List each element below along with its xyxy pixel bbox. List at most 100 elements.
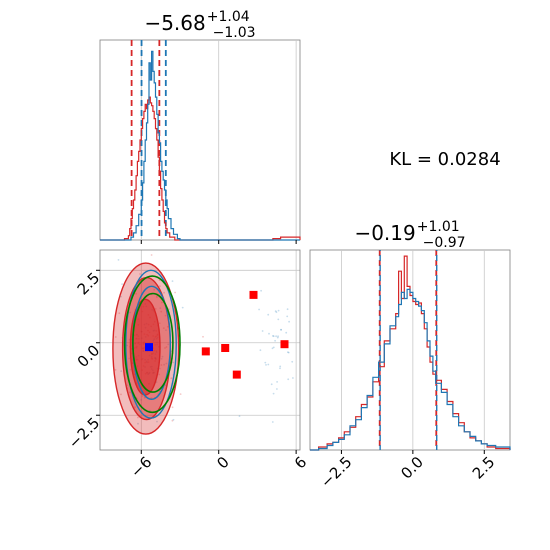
joint-sample-point <box>171 280 174 282</box>
joint-sample-point <box>270 383 273 386</box>
joint-sample-point <box>171 419 174 422</box>
joint-y-tick-label-0: −2.5 <box>65 414 103 452</box>
joint-square-marker-3 <box>249 290 258 299</box>
param2-quantile-lines <box>378 250 438 450</box>
joint-sample-point <box>171 406 174 409</box>
joint-sample-point <box>280 329 282 331</box>
joint-sample-point <box>153 288 156 291</box>
joint-sample-point <box>271 421 274 423</box>
joint-sample-point <box>163 291 166 294</box>
joint-sample-point <box>161 355 164 358</box>
joint-y-tick-label-1: 0.0 <box>74 341 104 371</box>
joint-sample-point <box>156 420 158 423</box>
joint-sample-point <box>179 393 182 395</box>
joint-sample-point <box>277 309 280 312</box>
joint-frame <box>99 249 301 451</box>
joint-sample-point <box>129 311 132 314</box>
joint-sample-point <box>164 314 167 317</box>
joint-sample-point <box>265 364 267 366</box>
param1-title-median: −5.68 <box>144 11 205 35</box>
joint-sample-point <box>160 364 163 366</box>
joint-sample-point <box>272 335 275 338</box>
joint-sample-point <box>276 336 279 339</box>
joint-sample-point <box>279 365 282 368</box>
joint-square-marker-2 <box>232 370 241 379</box>
joint-sample-point <box>120 370 123 372</box>
param2-frame <box>309 249 511 451</box>
joint-sample-point <box>160 301 163 304</box>
joint-sample-point <box>286 315 289 318</box>
joint-sample-point <box>159 285 161 288</box>
param2-histogram-blue <box>310 288 511 451</box>
joint-sample-point <box>120 393 122 396</box>
joint-sample-point <box>160 310 163 313</box>
joint-square-marker-0 <box>201 347 210 356</box>
joint-sample-point <box>139 247 141 249</box>
param1-histogram-panel: −5.68+1.04 −1.03 <box>99 9 301 244</box>
joint-sample-point <box>128 357 131 360</box>
joint-sample-point <box>162 327 165 329</box>
joint-sample-point <box>277 318 280 321</box>
joint-red-squares <box>201 290 289 379</box>
joint-sample-point <box>287 351 289 354</box>
param1-histogram-blue <box>100 50 300 241</box>
joint-green-contour-0 <box>132 292 174 393</box>
joint-sample-point <box>156 296 158 299</box>
joint-sample-point <box>285 331 288 334</box>
joint-green-contour-1 <box>123 275 181 414</box>
joint-sample-point <box>108 454 110 456</box>
joint-sample-point <box>129 368 132 371</box>
joint-sample-point <box>258 308 260 311</box>
joint-sample-point <box>275 311 278 314</box>
joint-sample-point <box>150 397 153 399</box>
joint-sample-point <box>238 415 241 417</box>
param2-tick-label-2: 2.5 <box>469 453 499 483</box>
joint-sample-point <box>158 322 161 325</box>
param2-title-minus: −0.97 <box>423 235 466 251</box>
param1-title: −5.68+1.04 −1.03 <box>144 9 255 41</box>
joint-sample-point <box>141 395 144 397</box>
param2-x-ticks: −2.5 0.0 2.5 <box>317 450 498 491</box>
joint-sample-point <box>160 357 163 360</box>
joint-sample-point <box>118 312 121 315</box>
joint-sample-point <box>158 279 161 281</box>
param2-gridlines <box>341 250 485 450</box>
joint-sample-point <box>292 377 294 379</box>
param1-histogram-red <box>100 96 301 241</box>
joint-sample-point <box>114 336 117 338</box>
joint-sample-point <box>268 332 270 335</box>
param2-tick-label-0: −2.5 <box>317 453 355 491</box>
joint-sample-point <box>117 259 120 261</box>
joint-sample-point <box>135 292 138 295</box>
joint-sample-point <box>276 381 278 383</box>
joint-x-tick-label-1: 0 <box>213 453 232 472</box>
joint-sample-point <box>274 339 276 342</box>
joint-sample-point <box>287 351 290 354</box>
joint-sample-point <box>276 388 278 390</box>
joint-sample-point <box>158 367 161 370</box>
joint-sample-point <box>259 349 262 352</box>
joint-truth-marker <box>145 343 153 352</box>
joint-truth-square <box>145 343 153 352</box>
joint-green-contours <box>123 275 181 414</box>
joint-sample-point <box>120 295 122 298</box>
joint-sample-point <box>291 360 294 363</box>
joint-sample-point <box>165 362 168 365</box>
joint-sample-point <box>134 406 136 409</box>
joint-sample-point <box>287 378 290 381</box>
joint-sample-point <box>114 369 117 371</box>
joint-sample-point <box>267 363 270 366</box>
joint-square-marker-1 <box>221 344 230 352</box>
joint-sample-point <box>272 346 275 349</box>
joint-sample-point <box>261 330 264 332</box>
joint-sample-point <box>271 347 274 350</box>
joint-sample-point <box>267 313 270 316</box>
joint-sample-point <box>139 273 141 275</box>
joint-sample-point <box>174 291 177 294</box>
param2-tick-label-1: 0.0 <box>397 453 427 483</box>
joint-sample-point <box>163 363 166 366</box>
joint-sample-point <box>129 391 131 394</box>
joint-x-tick-label-0: −6 <box>127 453 155 481</box>
kl-label: KL = 0.0284 <box>389 149 500 170</box>
